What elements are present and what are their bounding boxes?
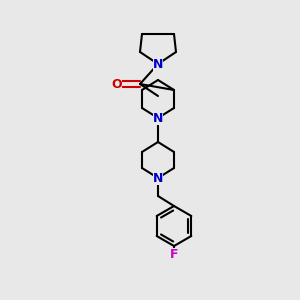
Text: N: N — [153, 172, 163, 184]
Text: F: F — [170, 248, 178, 260]
Text: O: O — [112, 77, 122, 91]
Text: N: N — [153, 112, 163, 124]
Text: N: N — [153, 58, 163, 70]
